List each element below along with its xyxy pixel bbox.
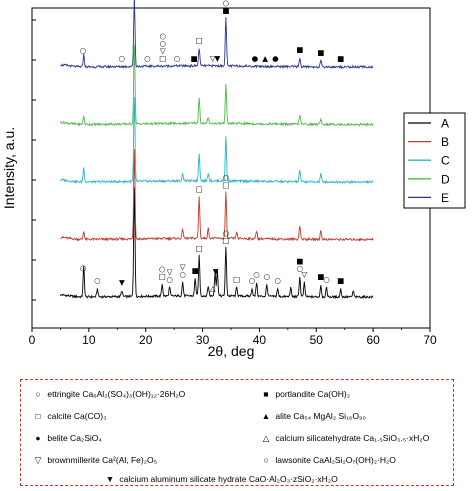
phase-marker: ▼ — [214, 54, 220, 63]
phase-legend-label: portlandite Ca(OH)₂ — [275, 389, 351, 399]
triangle-filled-icon: ▲ — [261, 411, 271, 421]
phase-marker: □ — [196, 185, 203, 194]
triangle-down-open-icon: ▽ — [34, 455, 42, 465]
x-axis-label: 2θ, deg — [208, 343, 255, 359]
phase-marker: ▼ — [119, 278, 125, 287]
x-tick-label: 30 — [196, 333, 210, 347]
phase-marker: ○ — [144, 54, 151, 63]
phase-marker: ○ — [274, 276, 281, 285]
circle-open-icon: ○ — [263, 455, 269, 465]
series-legend-label-b: B — [441, 135, 449, 149]
phase-marker: ○ — [80, 46, 87, 55]
phase-marker: ○ — [223, 229, 230, 238]
phase-marker: ○ — [159, 265, 166, 274]
x-tick-label: 10 — [82, 333, 96, 347]
series-line-c — [60, 97, 374, 185]
phase-marker: ○ — [264, 272, 271, 281]
triangle-down-filled-icon: ▼ — [105, 474, 115, 484]
series-line-d — [60, 44, 374, 127]
phase-marker: □ — [159, 54, 166, 63]
phase-marker: ○ — [80, 264, 87, 273]
series-line-a — [60, 187, 374, 300]
phase-legend-label: calcium silicatehydrate Ca₁.₅SiO₃.₅·xH₂O — [275, 433, 430, 443]
series-line-e — [60, 0, 374, 70]
x-tick-label: 60 — [366, 333, 380, 347]
x-tick-label: 70 — [423, 333, 437, 347]
series-legend-label-c: C — [441, 154, 450, 168]
phase-marker: □ — [159, 272, 166, 281]
phase-marker: ■ — [222, 6, 229, 15]
circle-open-icon: ○ — [35, 389, 41, 399]
phase-legend-item-csh: △ calcium silicatehydrate Ca₁.₅SiO₃.₅·xH… — [259, 433, 430, 443]
x-tick-label: 40 — [253, 333, 267, 347]
phase-legend-item-brownmillerite: ▽ brownmillerite Ca²(Al, Fe)₂O₅ — [31, 455, 157, 465]
phase-marker: ▽ — [160, 47, 166, 56]
x-tick-label: 0 — [29, 333, 36, 347]
phase-marker: ○ — [166, 275, 173, 284]
phase-legend-label: alite Ca₅₄ MgAl₂ Si₁₆O₉₀ — [275, 411, 366, 421]
square-open-icon: □ — [35, 411, 41, 421]
phase-marker: ● — [252, 54, 259, 63]
circle-filled-icon: ● — [35, 433, 41, 443]
phase-legend-label: calcite Ca(CO)₃ — [47, 411, 107, 421]
phase-marker: ■ — [192, 266, 199, 275]
phase-marker: ○ — [223, 0, 230, 8]
phase-marker: □ — [222, 181, 229, 190]
phase-marker: ○ — [159, 39, 166, 48]
phase-marker: □ — [196, 244, 203, 253]
phase-marker: ○ — [223, 173, 230, 182]
phase-marker: ■ — [190, 54, 197, 63]
phase-legend-item-calcite: □ calcite Ca(CO)₃ — [31, 411, 107, 421]
phase-marker: ○ — [323, 275, 330, 284]
x-tick-label: 20 — [139, 333, 153, 347]
phase-legend-item-ettringite: ○ ettringite Ca₆Al₂(SO₄)₃(OH)₁₂·26H₂O — [31, 389, 185, 399]
phase-marker: ▽ — [180, 263, 186, 272]
phase-marker: ○ — [159, 32, 166, 41]
x-tick-label: 50 — [310, 333, 324, 347]
phase-marker: ○ — [119, 54, 126, 63]
phase-marker: ■ — [296, 257, 303, 266]
phase-legend-label: lawsonite CaAl₂Si₂O₇(OH)₂·H₂O — [275, 455, 396, 465]
phase-legend-label: calcium aluminum silicate hydrate CaO·Al… — [119, 474, 338, 484]
phase-marker: ■ — [337, 54, 344, 63]
phase-legend-item-alite: ▲ alite Ca₅₄ MgAl₂ Si₁₆O₉₀ — [259, 411, 366, 421]
phase-legend-item-portlandite: ■ portlandite Ca(OH)₂ — [259, 389, 350, 399]
phase-marker: □ — [196, 36, 203, 45]
phase-marker: ▼ — [213, 267, 219, 276]
phase-legend-item-belite: ● belite Ca₂SiO₄ — [31, 433, 102, 443]
phase-marker: ○ — [253, 270, 260, 279]
phase-marker: ■ — [296, 45, 303, 54]
series-legend-label-d: D — [441, 172, 450, 186]
phase-legend-label: brownmillerite Ca²(Al, Fe)₂O₅ — [47, 455, 158, 465]
phase-legend-item-casah: ▼ calcium aluminum silicate hydrate CaO·… — [103, 474, 338, 484]
phase-legend-item-lawsonite: ○ lawsonite CaAl₂Si₂O₇(OH)₂·H₂O — [259, 455, 396, 465]
phase-marker: ○ — [94, 276, 101, 285]
phase-marker: ▽ — [210, 54, 216, 63]
phase-marker: ○ — [179, 270, 186, 279]
series-line-b — [60, 149, 374, 242]
phase-marker: ○ — [249, 276, 256, 285]
phase-marker: ■ — [317, 48, 324, 57]
phase-marker: ▽ — [301, 270, 307, 279]
phase-marker: ▽ — [167, 268, 173, 277]
phase-legend-label: belite Ca₂SiO₄ — [47, 433, 102, 443]
plot-frame — [31, 7, 431, 329]
square-filled-icon: ■ — [263, 389, 269, 399]
phase-legend-label: ettringite Ca₆Al₂(SO₄)₃(OH)₁₂·26H₂O — [47, 389, 186, 399]
phase-marker: □ — [233, 275, 240, 284]
phase-legend: ○ ettringite Ca₆Al₂(SO₄)₃(OH)₁₂·26H₂O ■ … — [20, 379, 454, 486]
phase-marker: ▲ — [262, 54, 268, 63]
phase-marker: ■ — [337, 276, 344, 285]
phase-marker: ● — [272, 54, 279, 63]
phase-marker: △ — [210, 284, 216, 293]
triangle-open-icon: △ — [262, 433, 270, 443]
y-axis-label: Intensity, a.u. — [1, 127, 17, 209]
series-legend-label-a: A — [441, 117, 449, 131]
phase-marker: ■ — [317, 272, 324, 281]
series-legend-label-e: E — [441, 191, 449, 205]
phase-marker: ○ — [297, 264, 304, 273]
phase-marker: □ — [222, 236, 229, 245]
phase-marker: ○ — [174, 54, 181, 63]
